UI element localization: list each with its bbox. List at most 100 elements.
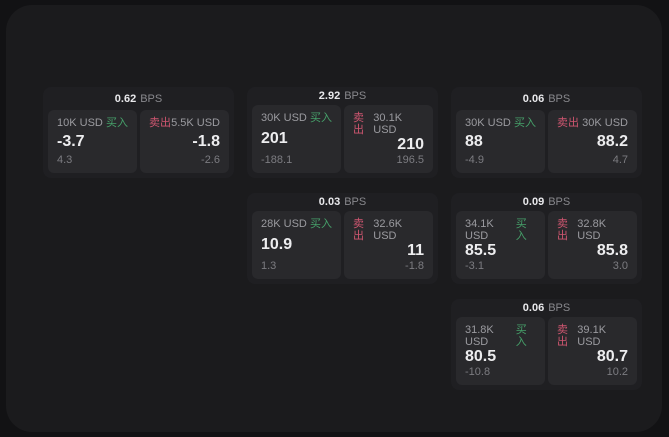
buy-delta: -4.9 (465, 154, 484, 166)
buy-quote-tile[interactable]: 31.8K USD 买入 80.5 -10.8 (456, 317, 545, 385)
sell-delta: 4.7 (612, 154, 628, 166)
card-header: 0.09 BPS (456, 193, 637, 211)
sell-amount: 5.5K USD (171, 117, 220, 129)
sell-tile-header: 卖出 39.1K USD (557, 324, 628, 348)
sell-quote-tile[interactable]: 卖出 39.1K USD 80.7 10.2 (548, 317, 637, 385)
buy-amount: 10K USD (57, 117, 103, 129)
sell-delta: 10.2 (606, 366, 628, 378)
sell-amount: 32.8K USD (577, 218, 607, 242)
sell-tile-header: 卖出 30.1K USD (353, 112, 424, 136)
buy-tile-header: 31.8K USD 买入 (465, 324, 536, 348)
sell-tile-header: 卖出 32.8K USD (557, 218, 628, 242)
bps-unit-label: BPS (548, 92, 571, 105)
sell-side-label: 卖出 (557, 324, 568, 348)
card-header: 0.06 BPS (456, 87, 637, 110)
sell-tile-header: 卖出 5.5K USD (149, 117, 220, 129)
buy-amount: 30K USD (465, 117, 511, 129)
sell-price: -1.8 (192, 132, 220, 150)
bps-value: 0.06 (522, 302, 545, 314)
sell-tile-header: 卖出 30K USD (557, 117, 628, 129)
buy-quote-tile[interactable]: 34.1K USD 买入 85.5 -3.1 (456, 211, 545, 279)
sell-quote-tile[interactable]: 卖出 30.1K USD 210 196.5 (344, 105, 433, 173)
quote-panels: 30K USD 买入 88 -4.9 卖出 30K USD 88.2 4.7 (456, 110, 637, 173)
buy-side-label: 买入 (106, 117, 128, 129)
quote-card: 0.03 BPS 28K USD 买入 10.9 1.3 卖出 32.6K US… (247, 193, 438, 284)
buy-side-label: 买入 (514, 117, 536, 129)
sell-delta: 196.5 (396, 154, 424, 166)
quote-panels: 34.1K USD 买入 85.5 -3.1 卖出 32.8K USD 85.8… (456, 211, 637, 279)
buy-tile-header: 30K USD 买入 (261, 112, 332, 124)
bps-value: 0.62 (114, 92, 137, 105)
sell-quote-tile[interactable]: 卖出 32.6K USD 11 -1.8 (344, 211, 433, 279)
sell-price: 85.8 (596, 242, 628, 259)
buy-side-label: 买入 (310, 218, 332, 230)
cards-grid: 0.62 BPS 10K USD 买入 -3.7 4.3 卖出 5.5K USD… (43, 87, 642, 390)
buy-delta: -188.1 (261, 154, 293, 166)
card-header: 0.03 BPS (252, 193, 433, 211)
sell-amount: 39.1K USD (577, 324, 607, 348)
buy-price: -3.7 (57, 132, 85, 150)
buy-price: 80.5 (465, 348, 497, 365)
buy-amount: 34.1K USD (465, 218, 494, 242)
quote-panels: 30K USD 买入 201 -188.1 卖出 30.1K USD 210 1… (252, 105, 433, 173)
buy-quote-tile[interactable]: 30K USD 买入 201 -188.1 (252, 105, 341, 173)
quote-panels: 28K USD 买入 10.9 1.3 卖出 32.6K USD 11 -1.8 (252, 211, 433, 279)
buy-price: 10.9 (261, 236, 293, 253)
buy-delta: -10.8 (465, 366, 491, 378)
buy-delta: 1.3 (261, 260, 277, 272)
bps-unit-label: BPS (344, 90, 367, 102)
buy-side-label: 买入 (310, 112, 332, 124)
bps-unit-label: BPS (548, 302, 571, 314)
buy-delta: 4.3 (57, 154, 73, 166)
sell-side-label: 卖出 (149, 117, 171, 129)
sell-quote-tile[interactable]: 卖出 5.5K USD -1.8 -2.6 (140, 110, 229, 173)
buy-tile-header: 34.1K USD 买入 (465, 218, 536, 242)
sell-side-label: 卖出 (353, 218, 364, 242)
buy-price: 88 (465, 132, 483, 150)
sell-quote-tile[interactable]: 卖出 32.8K USD 85.8 3.0 (548, 211, 637, 279)
sell-price: 11 (407, 242, 424, 259)
quote-card: 2.92 BPS 30K USD 买入 201 -188.1 卖出 30.1K … (247, 87, 438, 178)
buy-side-label: 买入 (515, 324, 527, 348)
card-header: 0.06 BPS (456, 299, 637, 317)
bps-value: 2.92 (318, 90, 341, 102)
quote-panels: 10K USD 买入 -3.7 4.3 卖出 5.5K USD -1.8 -2.… (48, 110, 229, 173)
quote-card: 0.62 BPS 10K USD 买入 -3.7 4.3 卖出 5.5K USD… (43, 87, 234, 178)
bps-unit-label: BPS (548, 196, 571, 208)
sell-price: 80.7 (596, 348, 628, 365)
buy-quote-tile[interactable]: 30K USD 买入 88 -4.9 (456, 110, 545, 173)
buy-tile-header: 28K USD 买入 (261, 218, 332, 230)
quote-card: 0.06 BPS 30K USD 买入 88 -4.9 卖出 30K USD 8… (451, 87, 642, 178)
buy-price: 85.5 (465, 242, 497, 259)
bps-value: 0.03 (318, 196, 341, 208)
buy-amount: 31.8K USD (465, 324, 494, 348)
sell-tile-header: 卖出 32.6K USD (353, 218, 424, 242)
buy-quote-tile[interactable]: 28K USD 买入 10.9 1.3 (252, 211, 341, 279)
sell-quote-tile[interactable]: 卖出 30K USD 88.2 4.7 (548, 110, 637, 173)
sell-amount: 32.6K USD (373, 218, 403, 242)
buy-side-label: 买入 (515, 218, 527, 242)
bps-unit-label: BPS (344, 196, 367, 208)
sell-delta: -1.8 (405, 260, 424, 272)
app-surface: 0.62 BPS 10K USD 买入 -3.7 4.3 卖出 5.5K USD… (6, 5, 662, 432)
card-header: 2.92 BPS (252, 87, 433, 105)
sell-amount: 30.1K USD (373, 112, 403, 136)
quote-card: 0.06 BPS 31.8K USD 买入 80.5 -10.8 卖出 39.1… (451, 299, 642, 390)
bps-unit-label: BPS (140, 92, 163, 105)
sell-side-label: 卖出 (353, 112, 364, 136)
sell-price: 88.2 (596, 132, 628, 150)
buy-delta: -3.1 (465, 260, 484, 272)
buy-tile-header: 30K USD 买入 (465, 117, 536, 129)
buy-price: 201 (261, 130, 288, 147)
sell-side-label: 卖出 (557, 218, 568, 242)
buy-quote-tile[interactable]: 10K USD 买入 -3.7 4.3 (48, 110, 137, 173)
sell-price: 210 (397, 136, 424, 153)
sell-amount: 30K USD (582, 117, 628, 129)
buy-amount: 28K USD (261, 218, 307, 230)
sell-side-label: 卖出 (557, 117, 579, 129)
sell-delta: -2.6 (201, 154, 220, 166)
card-header: 0.62 BPS (48, 87, 229, 110)
buy-amount: 30K USD (261, 112, 307, 124)
quote-card: 0.09 BPS 34.1K USD 买入 85.5 -3.1 卖出 32.8K… (451, 193, 642, 284)
bps-value: 0.06 (522, 92, 545, 105)
